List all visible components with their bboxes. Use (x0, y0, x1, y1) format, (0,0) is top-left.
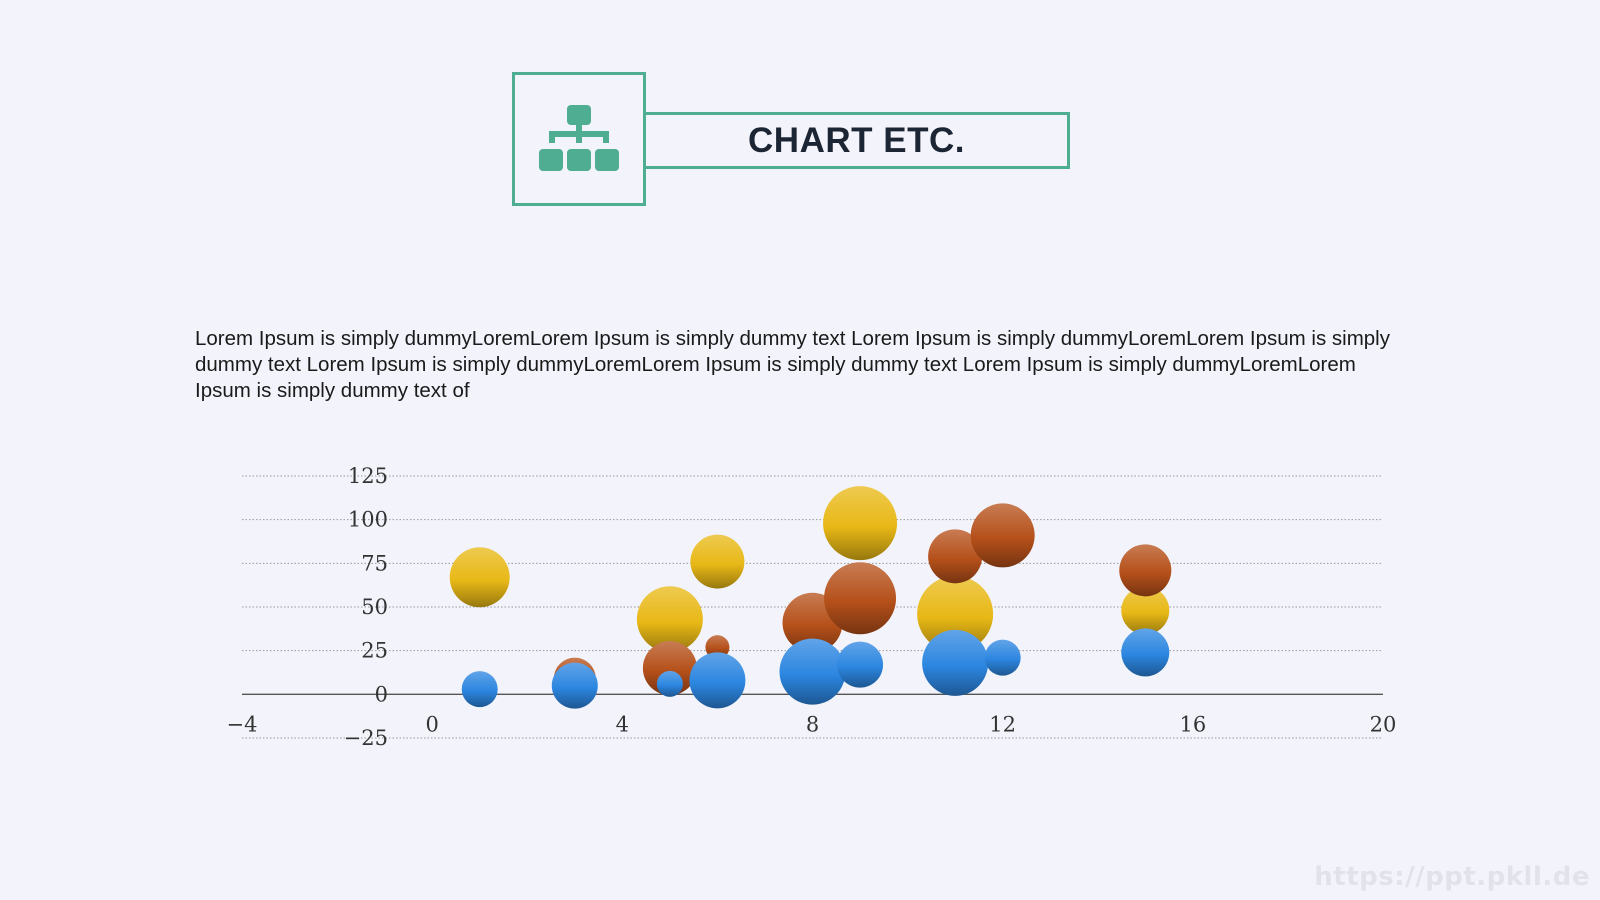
watermark: https://ppt.pkll.de (1314, 862, 1590, 892)
bubble-point (461, 671, 498, 708)
bubble-point (690, 534, 745, 589)
bubble-point (689, 652, 746, 709)
y-tick-label: 75 (361, 551, 388, 575)
bubble-point (823, 486, 898, 561)
org-chart-icon (539, 105, 619, 171)
y-tick-label: 125 (348, 464, 388, 488)
body-paragraph: Lorem Ipsum is simply dummyLoremLorem Ip… (195, 327, 1390, 402)
bubble-point (1121, 628, 1170, 677)
bubble-point (917, 575, 994, 652)
x-tick-label: −4 (227, 712, 258, 736)
x-tick-label: 12 (989, 712, 1016, 736)
bubble-point (970, 503, 1035, 568)
x-tick-label: 8 (806, 712, 819, 736)
title-box: CHART ETC. (646, 112, 1070, 169)
y-tick-label: 50 (361, 595, 388, 619)
bubble-point (656, 670, 683, 697)
bubble-point (642, 641, 697, 696)
bubble-point (1119, 544, 1172, 597)
page-title: CHART ETC. (748, 120, 965, 160)
bubble-point (551, 662, 598, 709)
bubble-point (636, 586, 703, 653)
y-tick-label: −25 (344, 726, 388, 750)
y-tick-label: 25 (361, 639, 388, 663)
x-tick-label: 0 (425, 712, 438, 736)
x-tick-label: 16 (1179, 712, 1206, 736)
y-tick-label: 0 (375, 682, 388, 706)
bubble-point (922, 629, 989, 696)
bubble-point (837, 641, 884, 688)
y-tick-label: 100 (348, 508, 388, 532)
bubble-point (928, 529, 983, 584)
bubble-point (779, 638, 846, 705)
bubble-point (449, 547, 510, 608)
bubble-point (1121, 586, 1170, 635)
icon-box (512, 72, 646, 206)
bubble-point (824, 562, 897, 635)
x-tick-label: 4 (616, 712, 629, 736)
x-tick-label: 20 (1370, 712, 1397, 736)
bubble-point (984, 639, 1021, 676)
